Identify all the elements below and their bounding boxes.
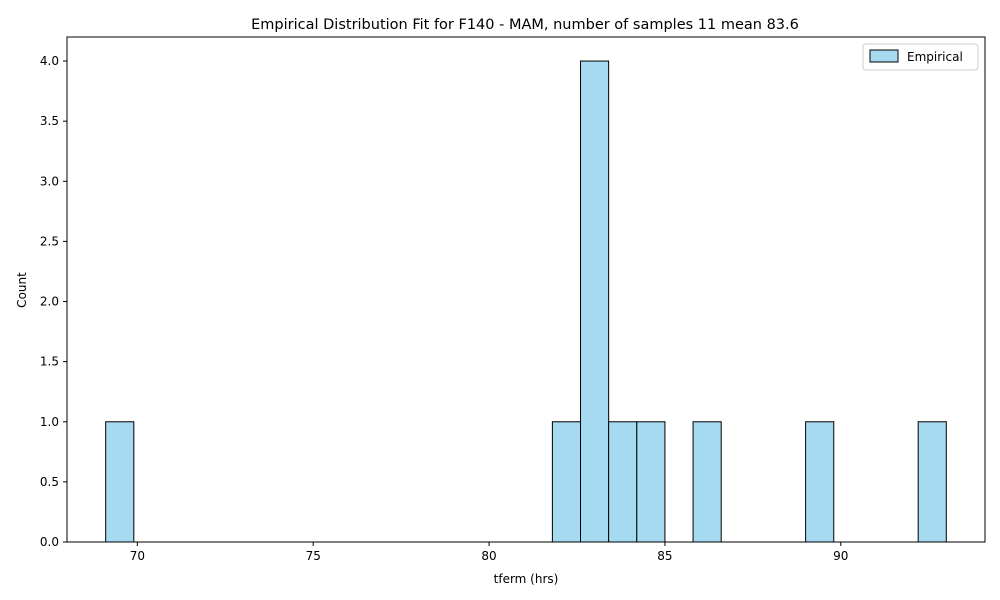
histogram-bar [551, 421, 582, 543]
histogram-bar [608, 421, 638, 543]
y-tick-label: 1.5 [40, 355, 59, 369]
x-tick-label: 90 [833, 549, 848, 563]
x-tick-label: 80 [481, 549, 496, 563]
legend: Empirical [862, 43, 979, 71]
y-tick-label: 1.0 [40, 415, 59, 429]
y-tick-label: 2.5 [40, 234, 59, 248]
y-tick-label: 3.5 [40, 114, 59, 128]
legend-label-empirical: Empirical [907, 50, 963, 64]
y-tick-label: 2.0 [40, 295, 59, 309]
histogram-bar [692, 421, 722, 543]
y-tick-label: 0.5 [40, 475, 59, 489]
histogram-bar [636, 421, 666, 543]
histogram-bar [917, 421, 947, 543]
plot-frame [66, 36, 986, 543]
histogram-bar [580, 60, 610, 543]
y-tick-label: 3.0 [40, 174, 59, 188]
legend-swatch-empirical [869, 49, 899, 63]
chart-title: Empirical Distribution Fit for F140 - MA… [251, 17, 799, 33]
y-tick-label: 0.0 [40, 535, 59, 549]
x-axis: 70 75 80 85 90 [130, 542, 848, 563]
bars-group [105, 60, 947, 543]
y-tick-label: 4.0 [40, 54, 59, 68]
x-tick-label: 70 [130, 549, 145, 563]
x-tick-label: 75 [306, 549, 321, 563]
y-axis: 0.0 0.5 1.0 1.5 2.0 2.5 3.0 3.5 4.0 [40, 54, 67, 549]
histogram-bar [105, 421, 135, 543]
y-axis-title: Count [15, 272, 29, 308]
x-axis-title: tferm (hrs) [494, 572, 559, 586]
histogram-bar [805, 421, 835, 543]
x-tick-label: 85 [657, 549, 672, 563]
